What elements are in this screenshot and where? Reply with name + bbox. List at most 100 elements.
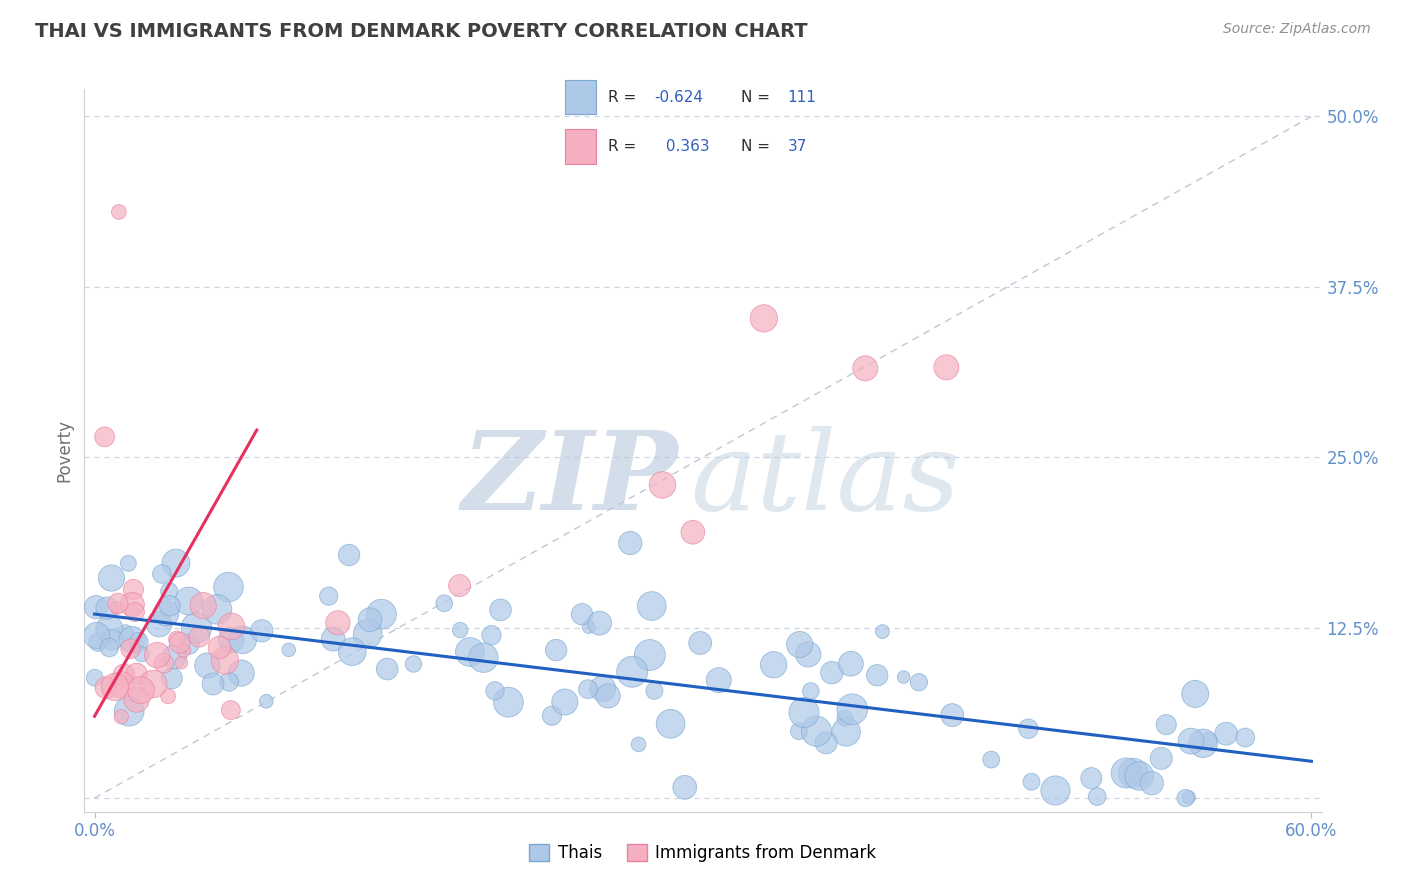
Point xyxy=(93,430,115,444)
Point xyxy=(84,600,107,615)
Point xyxy=(186,621,208,635)
Point xyxy=(105,601,128,615)
Point xyxy=(165,556,187,570)
Point xyxy=(484,683,506,698)
Point xyxy=(232,632,254,647)
Point xyxy=(1192,736,1215,750)
Point xyxy=(157,690,180,704)
Point xyxy=(498,695,520,709)
Point xyxy=(142,677,165,691)
Point xyxy=(96,601,118,615)
Text: 111: 111 xyxy=(787,89,817,104)
Point xyxy=(125,692,148,706)
Point xyxy=(170,656,193,670)
Point xyxy=(1017,722,1039,736)
Point xyxy=(86,628,108,642)
Point xyxy=(1184,687,1206,701)
Point xyxy=(107,596,129,610)
Point xyxy=(219,703,242,717)
Point xyxy=(449,578,471,592)
Point xyxy=(433,596,456,610)
Point xyxy=(326,615,349,630)
Point xyxy=(98,640,121,655)
Point xyxy=(110,678,132,692)
Point xyxy=(1198,733,1220,747)
Point xyxy=(449,624,471,638)
Point xyxy=(146,648,169,662)
Point xyxy=(173,643,195,657)
Point xyxy=(160,671,183,685)
Text: R =: R = xyxy=(607,139,641,153)
Point xyxy=(219,633,242,648)
Point xyxy=(250,624,273,638)
Point xyxy=(707,673,730,688)
Point xyxy=(835,724,858,739)
Point xyxy=(120,641,142,656)
Point xyxy=(689,636,711,650)
Point xyxy=(197,658,219,673)
Text: ZIP: ZIP xyxy=(461,425,678,533)
FancyBboxPatch shape xyxy=(565,79,596,114)
Point xyxy=(578,620,600,634)
Point xyxy=(839,657,862,671)
Point xyxy=(1234,731,1257,745)
Point xyxy=(806,724,828,739)
Point xyxy=(118,704,141,718)
Point xyxy=(1021,774,1043,789)
FancyBboxPatch shape xyxy=(565,128,596,163)
Point xyxy=(872,624,894,639)
Point xyxy=(935,360,957,375)
Point xyxy=(202,677,225,691)
Point xyxy=(800,684,823,698)
Point xyxy=(117,557,139,571)
Point xyxy=(762,657,785,672)
Point xyxy=(337,548,360,562)
Point xyxy=(125,666,148,681)
Point xyxy=(1215,727,1237,741)
Point xyxy=(217,580,239,594)
Point xyxy=(100,571,122,585)
Point xyxy=(193,599,215,613)
Point xyxy=(128,634,150,648)
Point xyxy=(188,630,211,644)
Point xyxy=(787,724,810,739)
Point xyxy=(1140,776,1163,790)
Point xyxy=(1174,791,1197,805)
Point xyxy=(177,637,200,651)
Point xyxy=(177,594,200,608)
Point xyxy=(121,598,143,612)
Point xyxy=(131,647,153,661)
Point xyxy=(218,674,240,689)
Legend: Thais, Immigrants from Denmark: Thais, Immigrants from Denmark xyxy=(523,837,883,869)
Point xyxy=(254,694,277,708)
Point xyxy=(659,716,682,731)
Point xyxy=(554,695,576,709)
Point xyxy=(110,710,132,724)
Point xyxy=(1080,771,1102,785)
Point xyxy=(1085,789,1108,804)
Point xyxy=(129,683,152,698)
Point xyxy=(638,648,661,662)
Text: THAI VS IMMIGRANTS FROM DENMARK POVERTY CORRELATION CHART: THAI VS IMMIGRANTS FROM DENMARK POVERTY … xyxy=(35,22,808,41)
Point xyxy=(841,702,863,716)
Text: -0.624: -0.624 xyxy=(654,89,703,104)
Point xyxy=(112,668,135,682)
Point xyxy=(359,613,381,627)
Point xyxy=(114,625,136,640)
Point xyxy=(1122,766,1144,780)
Point xyxy=(122,582,145,597)
Point xyxy=(402,657,425,671)
Point xyxy=(1154,717,1177,731)
Point xyxy=(1150,751,1173,765)
Point xyxy=(641,599,664,613)
Point xyxy=(682,525,704,540)
Point xyxy=(489,603,512,617)
Point xyxy=(576,682,599,697)
Point xyxy=(752,311,775,326)
Point xyxy=(208,640,231,655)
Point xyxy=(980,753,1002,767)
Point xyxy=(1115,766,1137,780)
Point xyxy=(571,607,593,622)
Point xyxy=(277,643,299,657)
Point xyxy=(673,780,696,795)
